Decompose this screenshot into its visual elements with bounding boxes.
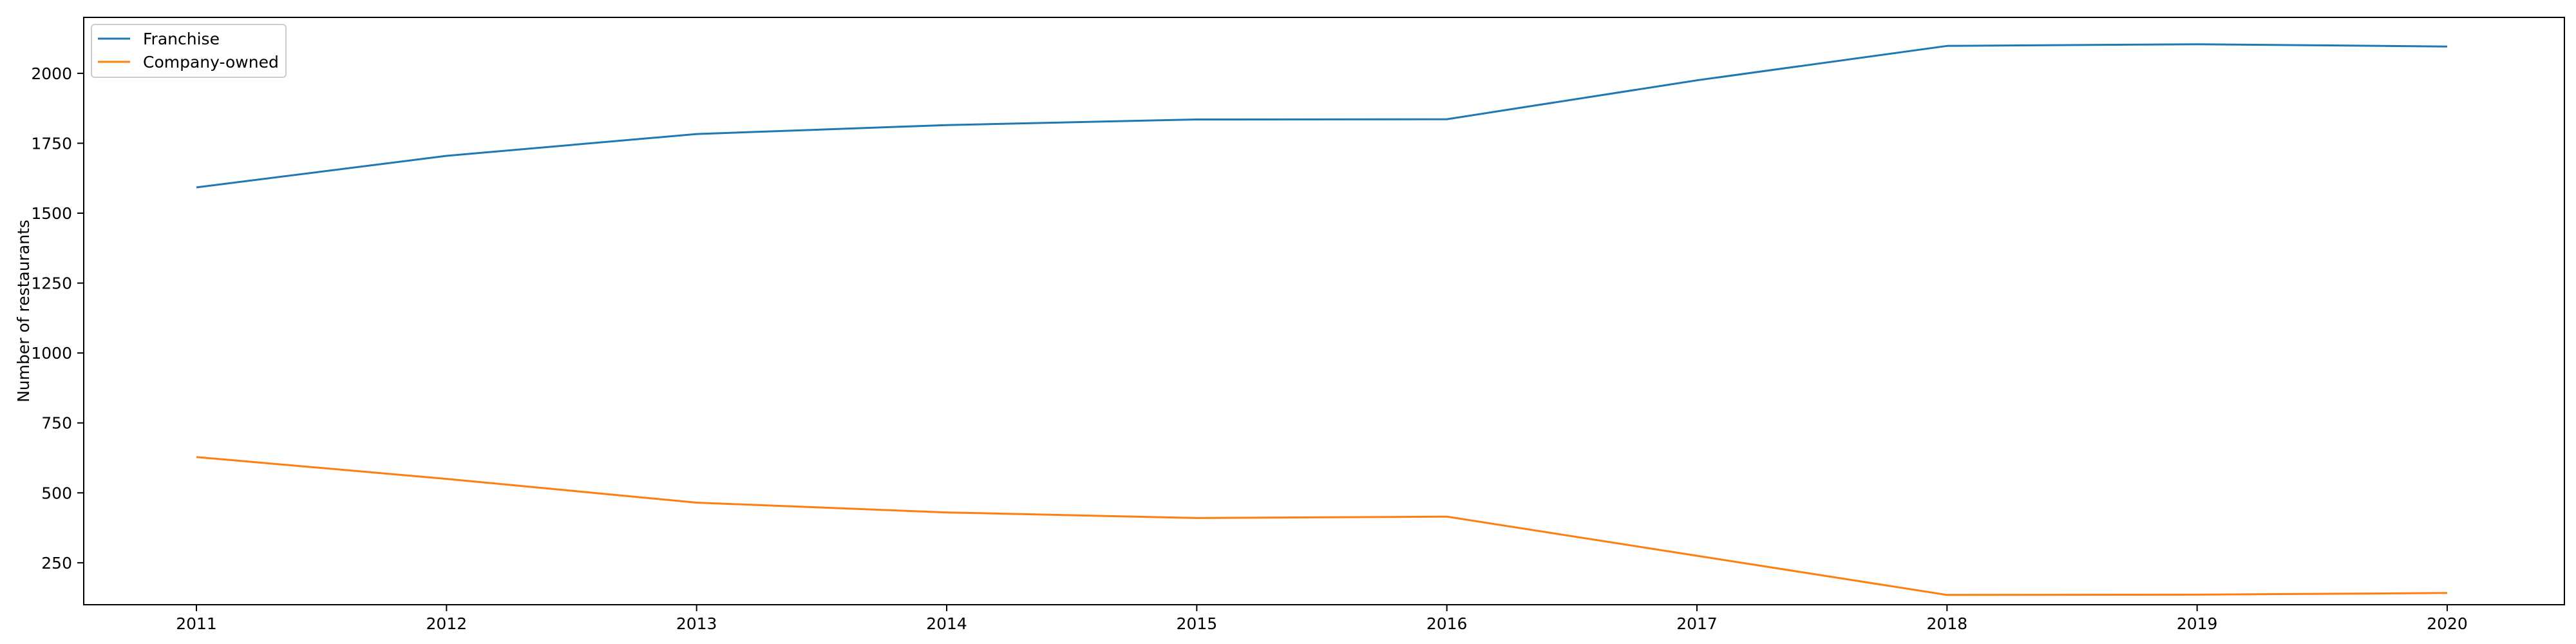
legend-box [91, 24, 287, 78]
x-tick-label-7: 2018 [1927, 614, 1968, 633]
x-tick-label-4: 2015 [1177, 614, 1218, 633]
y-tick-label-4: 1250 [31, 274, 72, 293]
x-tick-label-1: 2012 [426, 614, 468, 633]
x-tick-label-6: 2017 [1676, 614, 1718, 633]
plot-frame [83, 17, 2565, 605]
y-tick-label-2: 750 [41, 414, 72, 433]
axes-layer: 2011 2012 2013 2014 2015 2016 2017 2018 2019 2020… [14, 64, 2468, 633]
x-tick-label-3: 2014 [926, 614, 967, 633]
series-line-1 [196, 456, 2448, 596]
y-tick-label-7: 2000 [31, 64, 72, 83]
series-line-0 [196, 43, 2448, 189]
y-tick-label-6: 1750 [31, 134, 72, 153]
y-axis-label: Number of restaurants [14, 220, 33, 402]
x-tick-label-0: 2011 [176, 614, 217, 633]
x-tick-label-5: 2016 [1426, 614, 1468, 633]
x-tick-label-2: 2013 [676, 614, 717, 633]
y-tick-label-5: 1500 [31, 204, 72, 223]
legend-label-1: Company-owned [143, 53, 279, 71]
legend-label-0: Franchise [143, 30, 220, 48]
y-tick-label-1: 500 [41, 484, 72, 502]
series-layer [196, 43, 2448, 596]
x-tick-label-8: 2019 [2177, 614, 2218, 633]
legend: Franchise Company-owned [91, 24, 287, 78]
plot-area [83, 17, 2565, 605]
x-tick-label-9: 2020 [2427, 614, 2468, 633]
y-tick-label-3: 1000 [31, 344, 72, 363]
y-tick-label-0: 250 [41, 554, 72, 573]
